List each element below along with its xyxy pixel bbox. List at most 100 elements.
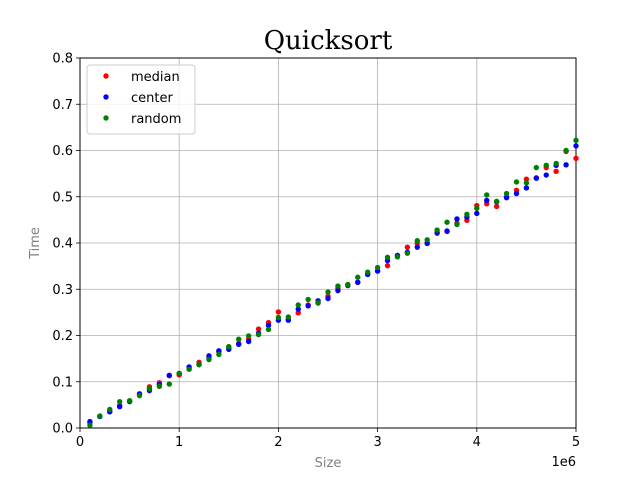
center-point <box>503 194 510 201</box>
median-point <box>553 168 559 175</box>
x-tick-label: 5 <box>572 435 580 450</box>
center-point <box>325 295 331 302</box>
random-point <box>216 351 222 358</box>
random-point <box>454 221 460 228</box>
series-random <box>87 137 579 428</box>
x-tick-label: 3 <box>373 435 381 450</box>
data-points <box>87 137 579 428</box>
legend-box <box>86 64 196 135</box>
center-point <box>414 244 420 250</box>
random-point <box>196 361 202 368</box>
random-point <box>484 192 490 198</box>
legend-marker-center <box>103 94 109 100</box>
random-point <box>533 164 540 171</box>
median-point <box>275 309 282 315</box>
center-point <box>265 322 272 329</box>
random-point <box>166 381 172 387</box>
random-point <box>97 413 103 419</box>
random-point <box>345 281 351 288</box>
y-tick-label: 0.7 <box>52 98 73 113</box>
y-tick-label: 0.8 <box>52 52 73 67</box>
random-point <box>503 190 510 197</box>
center-point <box>116 404 123 410</box>
random-point <box>87 422 93 428</box>
random-point <box>523 180 530 186</box>
random-point <box>355 274 361 280</box>
random-point <box>335 283 341 289</box>
center-point <box>424 240 430 247</box>
center-point <box>295 306 301 312</box>
chart-title: Quicksort <box>264 26 393 56</box>
y-tick-label: 0.4 <box>52 237 73 252</box>
random-point <box>285 314 292 320</box>
legend-marker-random <box>103 115 109 121</box>
center-point <box>513 190 520 197</box>
y-axis-title: Time <box>28 227 43 260</box>
random-point <box>245 333 252 339</box>
center-point <box>573 143 579 149</box>
center-point <box>543 172 549 178</box>
median-point <box>255 326 262 332</box>
random-point <box>364 269 371 275</box>
center-point <box>454 216 460 222</box>
random-point <box>126 398 133 404</box>
center-point <box>533 175 540 181</box>
random-point <box>275 314 282 321</box>
random-point <box>255 331 262 338</box>
random-point <box>295 302 301 308</box>
random-point <box>464 211 470 218</box>
random-point <box>394 254 401 260</box>
center-point <box>523 185 530 191</box>
random-point <box>513 179 520 185</box>
random-point <box>325 289 331 295</box>
x-tick-label: 4 <box>473 435 481 450</box>
random-point <box>434 227 440 233</box>
median-point <box>384 262 391 269</box>
median-point <box>523 176 530 182</box>
random-point <box>305 296 311 303</box>
center-point <box>474 210 480 217</box>
center-point <box>444 228 450 234</box>
random-point <box>186 366 192 372</box>
center-point <box>355 279 361 286</box>
x-tick-label: 0 <box>76 435 84 450</box>
x-tick-label: 1 <box>175 435 183 450</box>
random-point <box>146 385 153 392</box>
x-tick-label: 2 <box>274 435 282 450</box>
center-point <box>245 338 252 345</box>
random-point <box>156 383 163 390</box>
center-point <box>87 418 93 425</box>
random-point <box>226 343 232 350</box>
x-axis-title: Size <box>315 456 342 471</box>
legend: median center random <box>86 64 196 135</box>
y-tick-label: 0.1 <box>52 375 73 390</box>
random-point <box>553 160 559 167</box>
random-point <box>474 205 480 212</box>
random-point <box>107 406 113 413</box>
y-tick-label: 0.0 <box>52 422 73 437</box>
random-point <box>573 137 579 144</box>
y-tick-label: 0.5 <box>52 190 73 205</box>
random-point <box>384 254 391 261</box>
median-point <box>404 244 411 250</box>
legend-label-center: center <box>131 91 173 106</box>
center-point <box>484 197 490 204</box>
random-point <box>265 326 272 333</box>
legend-label-random: random <box>131 112 181 127</box>
random-point <box>414 237 420 244</box>
random-point <box>563 147 569 154</box>
random-point <box>493 198 500 205</box>
random-point <box>444 219 450 225</box>
random-point <box>315 299 321 306</box>
random-point <box>374 264 381 271</box>
axis-ticks: 0 1 2 3 4 5 0.0 0.1 0.2 0.3 0.4 0.5 0.6 0.7 0.8 <box>52 52 580 451</box>
random-point <box>176 370 182 377</box>
center-point <box>305 303 311 309</box>
legend-label-median: median <box>131 70 180 85</box>
x-axis-offset-label: 1e6 <box>551 455 576 470</box>
y-tick-label: 0.2 <box>52 329 73 344</box>
y-tick-label: 0.6 <box>52 144 73 159</box>
legend-marker-median <box>103 73 109 79</box>
